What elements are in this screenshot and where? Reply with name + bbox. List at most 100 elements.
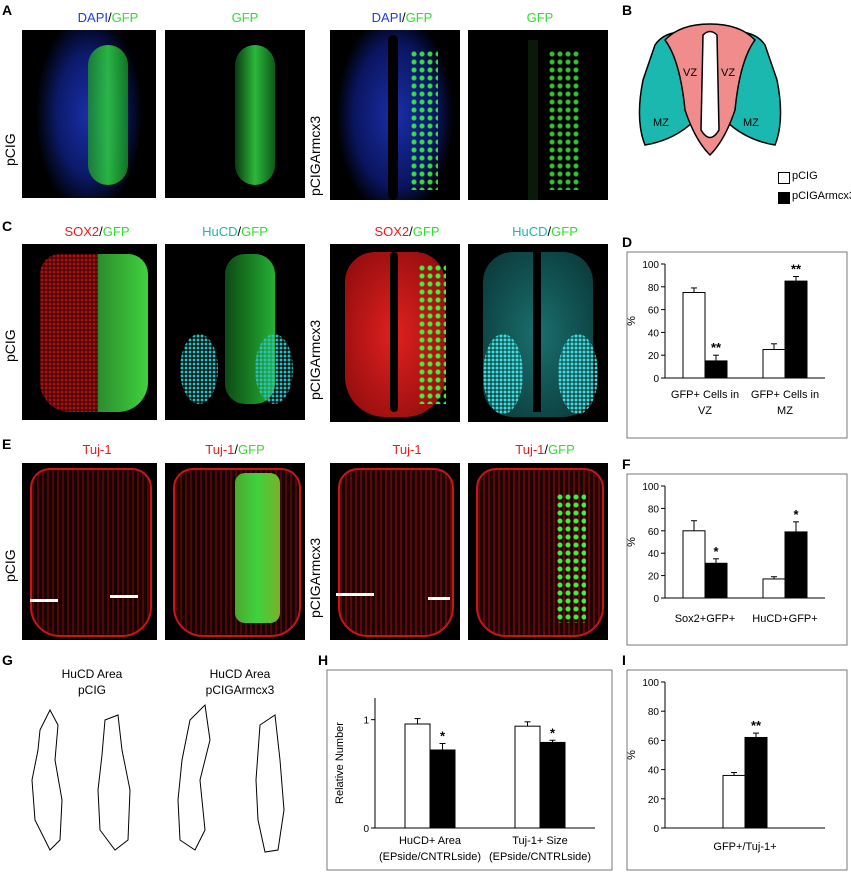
caption-e2: Tuj-1/GFP: [205, 442, 265, 457]
bar: [514, 725, 541, 829]
hucd-outline-armcx3-right: [255, 714, 285, 853]
row-label-e-pcig: pCIG: [2, 549, 18, 582]
y-axis-label: %: [626, 316, 638, 326]
hucd-outline-pcig-left: [31, 708, 63, 851]
y-axis-label: %: [626, 750, 638, 760]
category-label: HuCD+GFP+: [752, 613, 817, 625]
row-label-a-pcigarmcx3: pCIGArmcx3: [307, 115, 323, 196]
panel-g-right-title: HuCD Area pCIGArmcx3: [205, 667, 275, 697]
label-vz-right: VZ: [721, 67, 735, 79]
row-label-c-pcig: pCIG: [2, 329, 18, 362]
y-tick-label: 20: [648, 351, 660, 362]
micrograph-a-gfp-pcig: [165, 30, 305, 198]
significance-label: *: [550, 725, 556, 740]
caption-c4: HuCD/GFP: [512, 224, 578, 239]
micrograph-c-sox2-gfp-pcig: [22, 244, 157, 420]
chart-frame: [326, 669, 613, 871]
label-vz-left: VZ: [683, 67, 697, 79]
y-tick-label: 100: [642, 482, 659, 493]
y-axis-label: Relative Number: [334, 722, 346, 804]
panel-letter-b: B: [622, 2, 633, 18]
y-tick-label: 0: [363, 824, 369, 835]
bar: [704, 562, 728, 599]
caption-e4: Tuj-1/GFP: [515, 442, 575, 457]
significance-label: **: [711, 340, 722, 355]
caption-a4: GFP: [526, 10, 554, 25]
hucd-area-outlines: [31, 703, 285, 853]
significance-label: *: [793, 507, 799, 522]
caption-a3: DAPI/GFP: [371, 10, 433, 25]
panel-g-left-title: HuCD Area pCIG: [61, 667, 123, 697]
micrograph-c-hucd-gfp-pcig: [165, 244, 305, 420]
schematic-b: VZ VZ MZ MZ: [638, 23, 782, 157]
panel-letter-h: H: [318, 652, 329, 668]
scale-bar: [428, 597, 450, 600]
y-tick-label: 0: [653, 594, 659, 605]
bar: [682, 530, 706, 599]
panel-letter-e: E: [2, 436, 12, 452]
significance-label: *: [713, 544, 719, 559]
micrograph-e-tuj1-pcig: [22, 463, 157, 640]
caption-c2: HuCD/GFP: [202, 224, 268, 239]
hucd-outline-pcig-right: [97, 714, 131, 851]
bar: [762, 349, 786, 379]
category-label: VZ: [698, 405, 712, 417]
chart-i: 0 20 40 60 80 100% ** GFP+/Tuj-1+: [626, 669, 848, 871]
significance-label: **: [791, 262, 802, 277]
bar: [682, 292, 706, 379]
significance-label: *: [440, 729, 446, 744]
legend-label-open: pCIG: [792, 170, 818, 182]
bar: [704, 360, 728, 379]
caption-a2: GFP: [231, 10, 259, 25]
y-tick-label: 80: [648, 283, 660, 294]
y-tick-label: 80: [648, 707, 660, 718]
category-label: GFP+ Cells in: [671, 389, 739, 401]
chart-frame: [626, 251, 848, 439]
chart-f: 0 20 40 60 80 100% * Sox2+GFP+ * HuCD+GFP+: [626, 473, 848, 646]
bar: [784, 280, 808, 379]
y-tick-label: 60: [648, 527, 660, 538]
legend-swatch-open: [778, 172, 790, 184]
chart-frame: [626, 669, 848, 871]
bar: [404, 723, 431, 829]
label-mz-right: MZ: [743, 117, 759, 129]
micrograph-c-sox2-gfp-pcigarmcx3: [330, 244, 460, 422]
row-label-a-pcig: pCIG: [2, 133, 18, 166]
scale-bar: [30, 599, 58, 602]
bar: [784, 531, 808, 599]
category-label: Tuj-1+ Size: [512, 835, 568, 847]
y-tick-label: 60: [648, 736, 660, 747]
category-label: (EPside/CNTRLside): [379, 851, 481, 863]
bar: [539, 741, 566, 829]
y-axis-label: %: [626, 537, 638, 547]
bar: [762, 578, 786, 599]
panel-letter-d: D: [622, 234, 633, 250]
bar: [744, 736, 768, 829]
panel-letter-c: C: [2, 218, 13, 234]
y-tick-label: 1: [363, 716, 369, 727]
y-tick-label: 100: [642, 678, 659, 689]
significance-label: **: [751, 718, 762, 733]
y-tick-label: 60: [648, 306, 660, 317]
lumen: [700, 30, 720, 139]
chart-h: 0 1 Relative Number * HuCD+ Area (EPside/CNTR…: [326, 669, 613, 871]
y-tick-label: 40: [648, 549, 660, 560]
bar: [722, 774, 746, 829]
caption-a1: DAPI/GFP: [77, 10, 139, 25]
category-label: MZ: [777, 405, 793, 417]
caption-e3: Tuj-1: [392, 442, 422, 457]
scale-bar: [336, 593, 374, 596]
y-tick-label: 100: [642, 260, 659, 271]
y-tick-label: 40: [648, 766, 660, 777]
panel-letter-f: F: [622, 456, 631, 472]
category-label: (EPside/CNTRLside): [489, 851, 591, 863]
category-label: GFP+/Tuj-1+: [713, 841, 776, 853]
row-label-c-pcigarmcx3: pCIGArmcx3: [307, 319, 323, 400]
y-tick-label: 0: [653, 374, 659, 385]
legend-label-filled: pCIGArmcx3: [792, 190, 851, 202]
micrograph-a-dapi-gfp-pcigarmcx3: [330, 30, 460, 200]
category-label: HuCD+ Area: [399, 835, 462, 847]
micrograph-a-gfp-pcigarmcx3: [468, 30, 608, 200]
label-mz-left: MZ: [653, 117, 669, 129]
y-tick-label: 0: [653, 824, 659, 835]
